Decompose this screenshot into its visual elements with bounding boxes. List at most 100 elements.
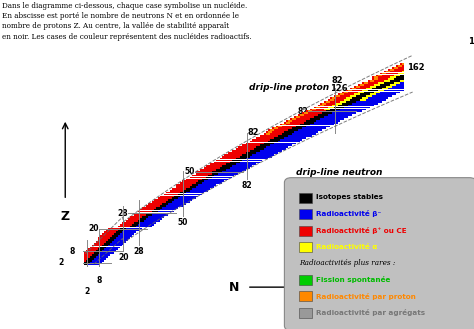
Bar [324, 111, 326, 112]
Bar [104, 232, 106, 233]
Bar [182, 190, 184, 191]
Bar [354, 90, 356, 91]
Bar [270, 146, 272, 148]
Bar [242, 150, 244, 152]
Bar [158, 215, 160, 216]
Bar [394, 82, 396, 84]
Bar [172, 197, 174, 199]
Bar [368, 103, 370, 105]
Bar [354, 86, 356, 88]
Bar [366, 97, 368, 99]
Bar [348, 103, 350, 105]
Bar [330, 120, 332, 122]
Bar [184, 190, 186, 191]
Bar [334, 101, 336, 103]
Bar [376, 80, 378, 82]
Bar [254, 164, 256, 165]
Bar [290, 126, 292, 127]
Bar [316, 114, 318, 116]
Bar [114, 248, 116, 250]
Bar [338, 99, 340, 101]
Bar [152, 211, 154, 212]
Bar [222, 160, 224, 161]
Bar [174, 190, 176, 191]
Bar [340, 105, 342, 107]
Bar [98, 237, 100, 239]
Bar [218, 162, 220, 163]
Bar [298, 133, 300, 135]
Bar [250, 142, 252, 144]
Bar [378, 86, 380, 88]
Bar [338, 114, 340, 116]
Bar [282, 133, 284, 135]
Bar [90, 250, 92, 252]
Bar [118, 235, 120, 237]
Bar [328, 124, 330, 125]
Bar [216, 169, 218, 171]
Bar [180, 194, 182, 195]
Bar [392, 84, 393, 86]
Bar [368, 88, 370, 89]
Bar [396, 90, 398, 91]
Bar [388, 84, 390, 86]
Bar [148, 203, 150, 205]
Bar [254, 162, 256, 163]
Bar [138, 228, 140, 229]
Bar [380, 90, 382, 91]
Bar [132, 228, 134, 229]
Bar [90, 252, 92, 254]
Bar [318, 126, 319, 127]
Bar [374, 99, 375, 101]
Bar [332, 105, 334, 107]
Bar [328, 122, 330, 123]
Bar [204, 180, 206, 182]
Bar [190, 194, 192, 195]
Bar [208, 179, 210, 180]
Bar [302, 122, 304, 123]
Bar [322, 120, 324, 122]
Bar [132, 230, 134, 231]
Bar [234, 165, 236, 167]
Bar [216, 182, 218, 184]
Bar [212, 182, 214, 184]
Bar [318, 107, 319, 108]
Bar [346, 109, 347, 110]
Bar [356, 111, 357, 112]
Bar [296, 118, 298, 120]
Bar [308, 120, 310, 122]
Bar [146, 220, 148, 222]
Bar [392, 90, 393, 91]
Bar [304, 120, 306, 122]
Bar [366, 103, 368, 105]
Bar [252, 141, 254, 142]
Bar [168, 203, 170, 205]
Bar [364, 91, 365, 93]
Bar [284, 122, 286, 123]
Bar [228, 152, 230, 154]
Bar [156, 211, 158, 212]
Bar [272, 135, 274, 137]
Bar [334, 107, 336, 108]
Bar [320, 122, 322, 123]
Bar [384, 91, 385, 93]
Bar [164, 215, 166, 216]
Bar [192, 177, 194, 178]
Bar [156, 218, 158, 220]
Bar [376, 99, 378, 101]
Bar [376, 90, 378, 91]
Bar [198, 180, 200, 182]
Bar [170, 201, 172, 203]
Bar [392, 93, 393, 95]
Bar [352, 103, 354, 105]
Bar [218, 169, 220, 171]
Bar [298, 129, 300, 131]
Bar [90, 264, 92, 265]
Bar [274, 131, 276, 133]
Bar [244, 164, 246, 165]
Bar [232, 171, 234, 173]
Bar [294, 131, 296, 133]
Bar [258, 160, 260, 161]
Bar [118, 232, 120, 233]
Bar [360, 107, 362, 108]
Bar [302, 120, 304, 122]
